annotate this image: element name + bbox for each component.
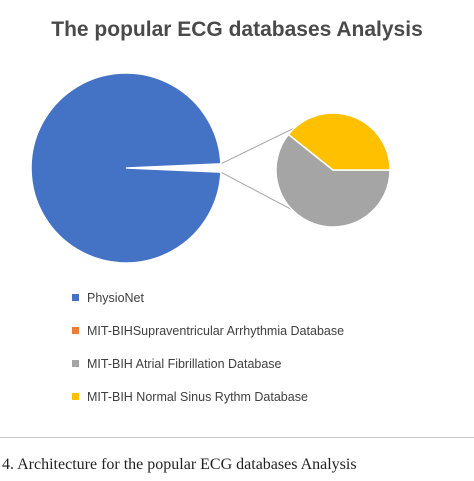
- legend-label: MIT-BIH Atrial Fibrillation Database: [87, 356, 282, 371]
- legend-item-mit-bih-atrial-fibrillation-database: MIT-BIH Atrial Fibrillation Database: [72, 352, 344, 375]
- figure-caption: 4. Architecture for the popular ECG data…: [2, 456, 357, 473]
- pie-slice-physionet: [30, 72, 222, 264]
- detail-slice-mit-bih-normal-sinus-rythm-database: [287, 112, 391, 171]
- pie-of-pie-chart: [30, 72, 391, 264]
- main-pie: [30, 72, 222, 264]
- legend-label: MIT-BIHSupraventricular Arrhythmia Datab…: [87, 323, 345, 338]
- caption-divider: [0, 437, 474, 438]
- detail-slice-mit-bih-atrial-fibrillation-database: [275, 133, 391, 228]
- legend-swatch: [72, 294, 79, 301]
- legend-swatch: [72, 393, 79, 400]
- chart-title: The popular ECG databases Analysis: [51, 18, 423, 41]
- legend-item-physionet: PhysioNet: [72, 286, 344, 309]
- legend-item-mit-bih-normal-sinus-rythm-database: MIT-BIH Normal Sinus Rythm Database: [72, 385, 344, 408]
- legend-label: MIT-BIH Normal Sinus Rythm Database: [87, 389, 308, 404]
- legend-item-mit-bihsupraventricular-arrhythmia-database: MIT-BIHSupraventricular Arrhythmia Datab…: [72, 319, 344, 342]
- legend: PhysioNet MIT-BIHSupraventricular Arrhyth…: [72, 286, 344, 418]
- detail-pie: [275, 112, 391, 228]
- legend-swatch: [72, 327, 79, 334]
- legend-swatch: [72, 360, 79, 367]
- legend-label: PhysioNet: [87, 290, 144, 305]
